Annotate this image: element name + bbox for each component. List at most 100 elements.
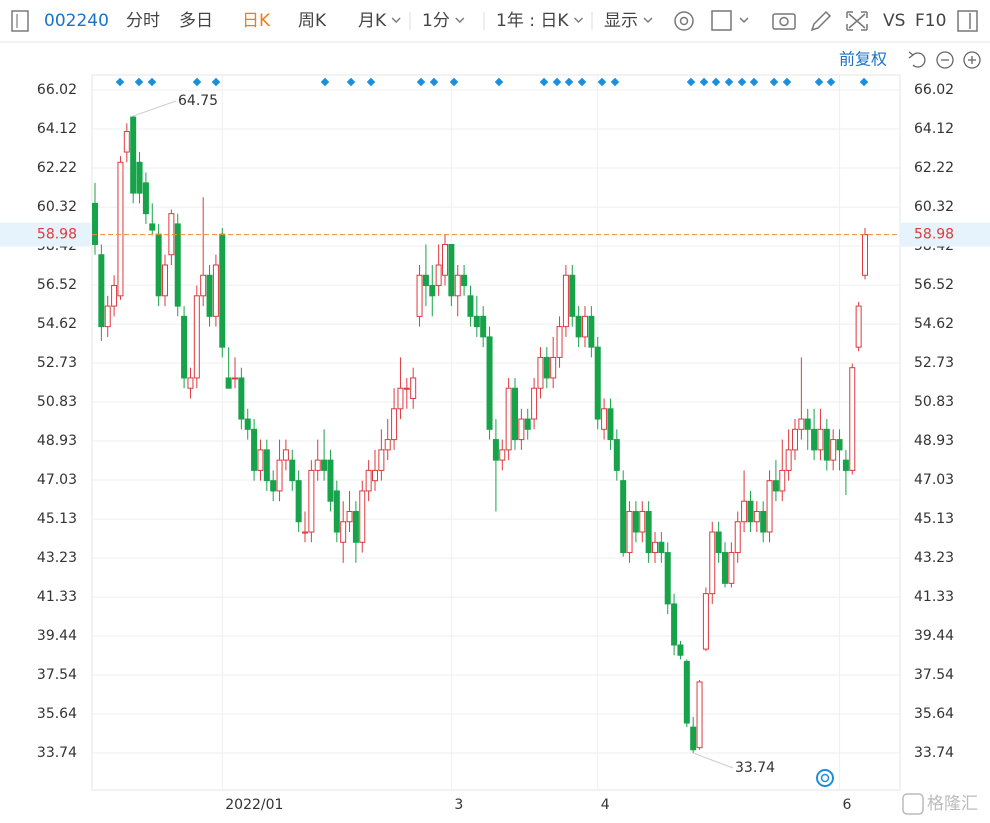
candle-body	[722, 552, 728, 584]
candle-body	[442, 243, 448, 276]
camera-icon[interactable]	[772, 13, 796, 30]
event-marker	[346, 77, 356, 87]
adjust-button[interactable]: 前复权	[839, 50, 887, 69]
stock-code[interactable]: 002240	[44, 11, 109, 31]
y-tick-label: 66.02	[37, 82, 77, 98]
candle-body	[461, 274, 468, 287]
candle-body	[804, 418, 811, 430]
candle-body	[276, 459, 283, 492]
candle-body	[652, 541, 658, 554]
candle-body	[92, 202, 98, 245]
candle-body	[728, 552, 735, 584]
sidebar-icon[interactable]	[11, 10, 29, 32]
candle-body	[123, 130, 130, 153]
candle-body	[486, 336, 493, 430]
event-marker	[115, 77, 125, 87]
candle-body	[263, 449, 270, 482]
tab[interactable]: 日K	[242, 11, 271, 31]
candle-body	[435, 264, 442, 287]
candle-body	[620, 480, 627, 554]
candle-body	[257, 449, 264, 471]
tab[interactable]: 显示	[604, 11, 638, 31]
vs-button[interactable]: VS	[883, 11, 905, 31]
y-tick-label-right: 48.93	[914, 433, 954, 449]
candle-body	[613, 439, 620, 471]
event-marker	[769, 77, 779, 87]
candle-body	[855, 305, 862, 348]
panel-icon[interactable]	[957, 10, 978, 32]
candle-body	[295, 480, 302, 523]
y-tick-label: 52.73	[37, 355, 77, 371]
y-tick-label-right: 33.74	[914, 745, 954, 761]
zoom-in-plus	[968, 56, 976, 64]
candle-body	[391, 408, 398, 441]
candle-body	[830, 439, 837, 461]
y-tick-label: 54.62	[37, 316, 77, 332]
tab[interactable]: 多日	[179, 11, 213, 31]
y-tick-label: 64.12	[37, 121, 77, 137]
locate-icon-core	[820, 773, 830, 783]
max-label: 64.75	[178, 93, 218, 109]
candle-body	[422, 274, 429, 287]
event-marker	[782, 77, 792, 87]
event-marker	[429, 77, 439, 87]
pen-icon[interactable]	[810, 10, 832, 32]
tab[interactable]: 月K	[358, 11, 387, 31]
candle-body	[130, 116, 137, 194]
y-tick-label-right: 50.83	[914, 394, 954, 410]
max-leader	[133, 100, 177, 117]
y-tick-label: 35.64	[37, 706, 77, 722]
event-marker	[826, 77, 836, 87]
event-marker	[539, 77, 549, 87]
zoom-out-icon[interactable]	[936, 51, 954, 69]
y-tick-label-right: 66.02	[914, 82, 954, 98]
y-tick-label: 37.54	[37, 667, 77, 683]
watermark: 格隆汇	[927, 794, 978, 814]
candle-body	[537, 356, 544, 389]
settings-icon[interactable]	[674, 11, 694, 31]
candle-body	[671, 603, 678, 646]
candle-body	[836, 439, 843, 451]
candle-body	[149, 223, 156, 231]
y-tick-label-right: 64.12	[914, 121, 954, 137]
watermark-logo	[902, 793, 924, 815]
y-tick-label-right: 56.52	[914, 277, 954, 293]
color-icon[interactable]	[711, 10, 732, 31]
locate-icon[interactable]	[816, 769, 834, 787]
candle-body	[683, 660, 690, 724]
y-tick-label: 47.03	[37, 472, 77, 488]
candle-body	[467, 295, 474, 317]
event-marker	[859, 77, 869, 87]
candle-body	[696, 681, 703, 749]
zoom-in-icon[interactable]	[963, 51, 981, 69]
y-tick-label: 45.13	[37, 511, 77, 527]
candle-body	[823, 428, 830, 461]
event-marker	[699, 77, 709, 87]
tab[interactable]: 1年 : 日K	[496, 11, 569, 31]
fullscreen-icon[interactable]	[846, 11, 868, 31]
candle-body	[359, 490, 366, 543]
candle-body	[779, 469, 786, 492]
f10-button[interactable]: F10	[915, 11, 946, 31]
candle-body	[556, 326, 563, 358]
candle-body	[766, 480, 773, 533]
last-price-box-right	[900, 222, 990, 247]
tab[interactable]: 周K	[298, 11, 327, 31]
candle-body	[174, 223, 181, 307]
tab[interactable]: 分时	[126, 11, 160, 31]
y-tick-label-right: 37.54	[914, 667, 954, 683]
candle-body	[607, 408, 614, 441]
candle-body	[193, 295, 200, 379]
candle-body	[308, 469, 315, 533]
y-tick-label-right: 43.23	[914, 550, 954, 566]
candle-body	[333, 490, 340, 533]
event-marker	[494, 77, 504, 87]
tab[interactable]: 1分	[422, 11, 450, 31]
x-tick-label: 4	[601, 797, 610, 813]
candle-body	[365, 469, 372, 492]
candle-body	[321, 459, 328, 471]
candle-body	[340, 521, 347, 543]
candle-body	[664, 552, 671, 605]
candle-body	[302, 531, 308, 534]
reset-icon[interactable]	[908, 51, 926, 68]
